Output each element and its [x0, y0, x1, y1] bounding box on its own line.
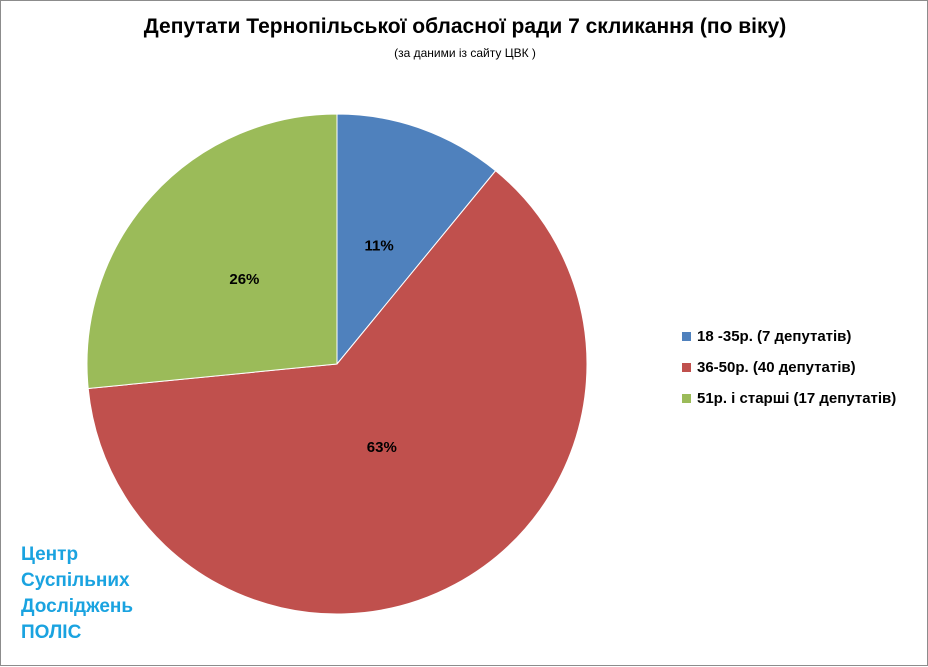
pie-slice — [86, 113, 338, 390]
legend-label: 36-50р. (40 депутатів) — [697, 359, 856, 376]
watermark-line: Суспільних — [21, 570, 130, 591]
watermark-line: ПОЛІС — [21, 622, 82, 643]
legend-swatch — [682, 363, 691, 372]
slice-percent-label: 63% — [367, 439, 397, 456]
slice-percent-label: 26% — [229, 271, 259, 288]
watermark-line: Досліджень — [21, 596, 134, 617]
pie-slice — [87, 170, 588, 615]
legend-label: 18 -35р. (7 депутатів) — [697, 328, 852, 345]
legend-item-36-50: 36-50р. (40 депутатів) — [682, 352, 896, 383]
legend-swatch — [682, 394, 691, 403]
legend-item-51-plus: 51р. і старші (17 депутатів) — [682, 383, 896, 414]
polis-watermark: Центр Суспільних Досліджень ПОЛІС — [21, 542, 133, 646]
watermark-line: Центр — [21, 544, 79, 565]
slice-percent-label: 11% — [365, 237, 394, 254]
chart-legend: 18 -35р. (7 депутатів) 36-50р. (40 депут… — [682, 321, 896, 414]
chart-subtitle: (за даними із сайту ЦВК ) — [394, 46, 536, 60]
legend-label: 51р. і старші (17 депутатів) — [697, 390, 897, 407]
chart-title: Депутати Тернопільської обласної ради 7 … — [143, 15, 787, 38]
pie-slice — [336, 113, 497, 366]
legend-item-18-35: 18 -35р. (7 депутатів) — [682, 321, 896, 352]
legend-swatch — [682, 332, 691, 341]
